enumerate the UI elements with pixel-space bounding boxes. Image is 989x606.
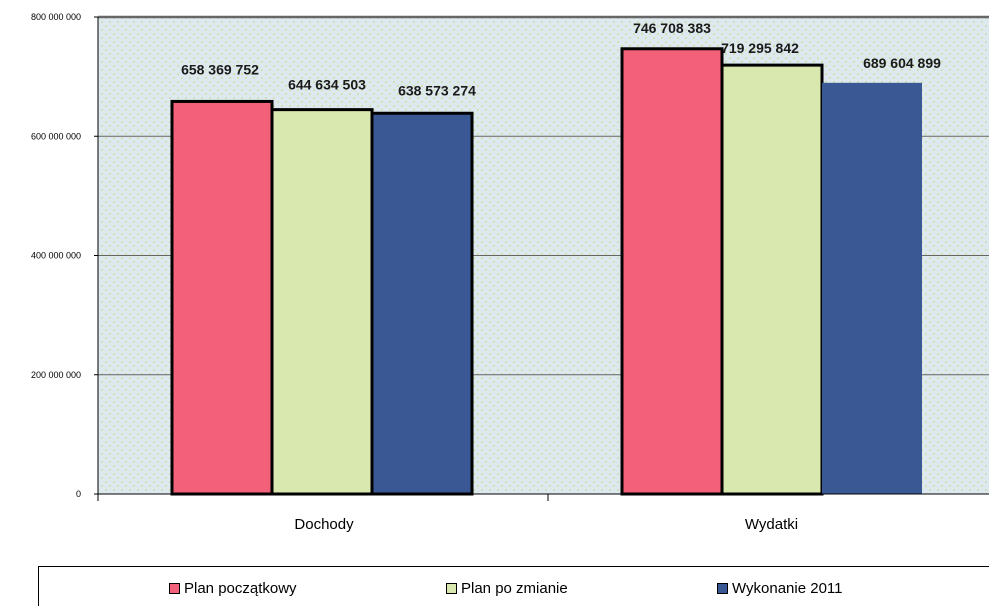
bar-chart-svg: 0 200 000 000 400 000 000 600 000 000 800 00… <box>31 12 989 533</box>
bar-wydatki-1 <box>720 63 824 496</box>
bar-dochody-0 <box>170 99 274 496</box>
y-tick-label: 600 000 000 <box>31 131 81 141</box>
bar-wydatki-0 <box>620 47 724 496</box>
y-tick-label: 800 000 000 <box>31 12 81 22</box>
bar-wydatki-2 <box>822 82 922 494</box>
legend: Plan początkowy Plan po zmianie Wykonani… <box>38 566 989 606</box>
data-label: 638 573 274 <box>398 82 476 98</box>
legend-item-plan-poczatkowy: Plan początkowy <box>169 580 297 597</box>
y-tick-label: 200 000 000 <box>31 370 81 380</box>
data-label: 658 369 752 <box>181 61 259 77</box>
data-label: 746 708 383 <box>633 20 711 36</box>
y-tick-label: 0 <box>76 489 81 499</box>
y-tick-label: 400 000 000 <box>31 251 81 261</box>
legend-swatch-plan-poczatkowy <box>169 583 180 594</box>
legend-swatch-wykonanie-2011 <box>717 583 728 594</box>
legend-item-plan-po-zmianie: Plan po zmianie <box>446 580 568 597</box>
legend-swatch-plan-po-zmianie <box>446 583 457 594</box>
category-label: Wydatki <box>745 516 798 533</box>
category-label: Dochody <box>294 516 354 533</box>
data-label: 719 295 842 <box>721 40 799 56</box>
bar-dochody-2 <box>370 111 474 496</box>
legend-label-plan-poczatkowy: Plan początkowy <box>184 580 297 597</box>
data-label: 689 604 899 <box>863 55 941 71</box>
legend-label-wykonanie-2011: Wykonanie 2011 <box>732 580 843 597</box>
data-label: 644 634 503 <box>288 77 366 93</box>
legend-item-wykonanie-2011: Wykonanie 2011 <box>717 580 843 597</box>
legend-label-plan-po-zmianie: Plan po zmianie <box>461 580 568 597</box>
bar-dochody-1 <box>270 108 374 496</box>
